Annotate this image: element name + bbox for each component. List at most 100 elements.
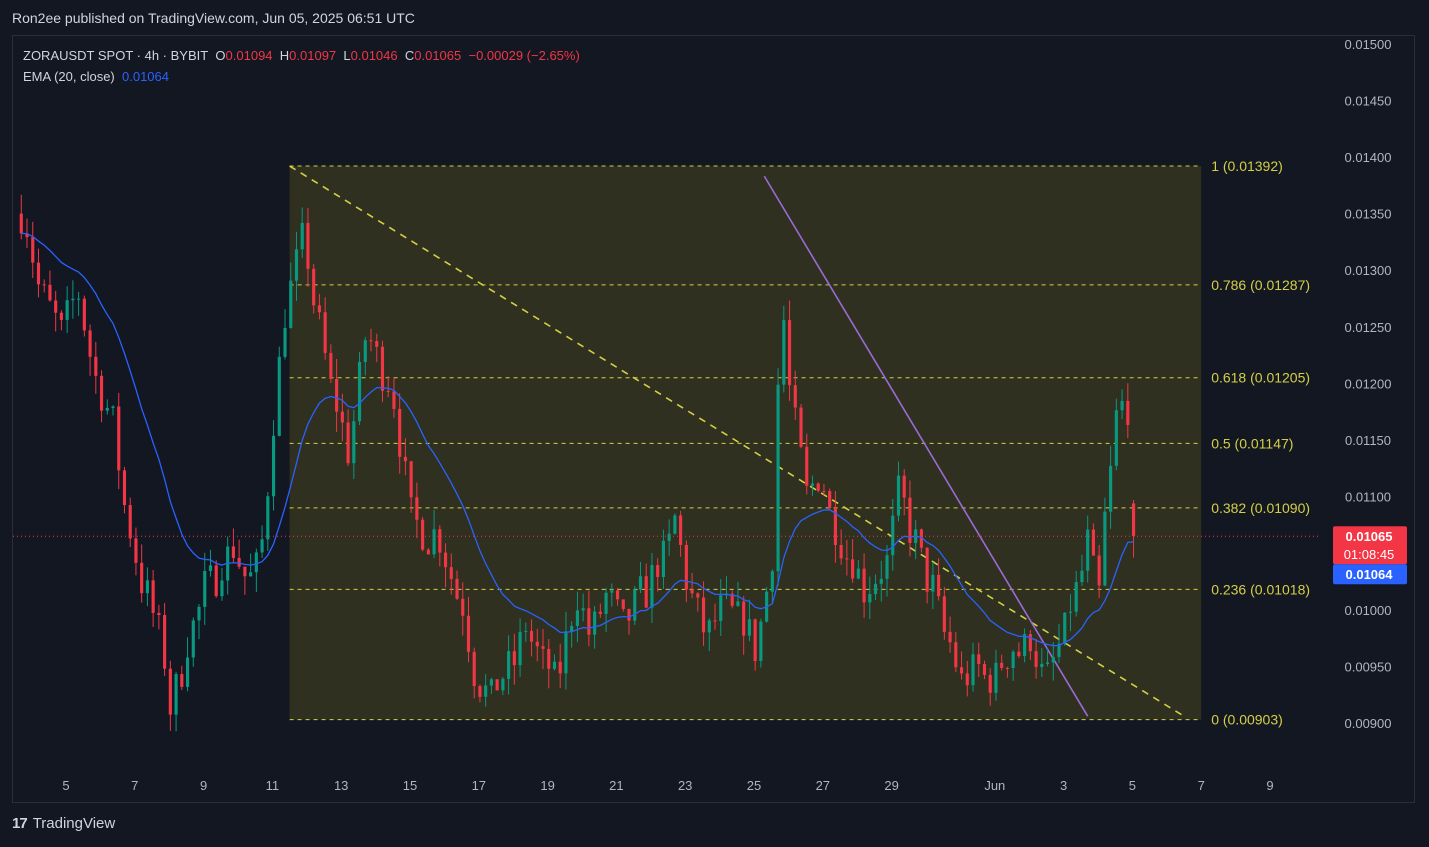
- candle-up: [931, 574, 935, 592]
- time-tick-label: 7: [131, 778, 138, 793]
- candle-down: [243, 566, 247, 577]
- ema-price-tag: [1333, 564, 1407, 585]
- candle-down: [1000, 662, 1004, 668]
- candle-up: [518, 631, 522, 666]
- candle-down: [598, 611, 602, 614]
- candle-down: [151, 580, 155, 613]
- time-tick-label: 9: [1266, 778, 1273, 793]
- candle-down: [1028, 634, 1032, 652]
- candle-up: [994, 662, 998, 693]
- candle-up: [489, 679, 493, 686]
- candle-up: [896, 475, 901, 516]
- candle-up: [357, 361, 362, 422]
- tradingview-brand[interactable]: 17 TradingView: [12, 815, 115, 832]
- candle-up: [65, 300, 69, 320]
- time-axis: 5 7 9 11 13 15 17 19 21 23 25 27 29 Jun 3 5 7 9: [62, 778, 1273, 793]
- candle-down: [919, 529, 923, 548]
- candle-up: [1080, 570, 1084, 583]
- candle-down: [587, 608, 591, 635]
- candle-down: [656, 564, 660, 577]
- candle-up: [633, 589, 637, 621]
- candle-down: [329, 352, 333, 380]
- low-label: L: [343, 48, 351, 63]
- high-value: 0.01097: [289, 48, 337, 63]
- candle-up: [1114, 410, 1118, 466]
- candle-up: [220, 580, 224, 597]
- fibonacci-level-label: 0.786 (0.01287): [1211, 277, 1310, 293]
- time-tick-label: 5: [62, 778, 69, 793]
- candle-down: [380, 346, 385, 391]
- candle-down: [19, 213, 23, 234]
- candle-up: [352, 421, 356, 464]
- ema-label[interactable]: EMA (20, close): [23, 69, 115, 84]
- candle-down: [335, 379, 339, 412]
- candle-down: [988, 674, 992, 693]
- candle-up: [1120, 400, 1124, 411]
- candle-down: [157, 612, 161, 616]
- ema-20-line: [21, 232, 1134, 647]
- candle-down: [937, 574, 941, 597]
- candle-down: [1005, 667, 1009, 669]
- last-price-tag: [1333, 526, 1407, 565]
- candle-down: [346, 422, 350, 464]
- candle-up: [971, 654, 975, 686]
- time-tick-label: 9: [200, 778, 207, 793]
- candle-up: [363, 340, 367, 362]
- candle-up: [185, 657, 190, 687]
- candle-up: [174, 674, 178, 715]
- candle-up: [770, 571, 774, 592]
- candle-up: [1057, 643, 1061, 657]
- candle-up: [1103, 511, 1107, 586]
- candle-down: [36, 262, 41, 285]
- candle-down: [547, 648, 551, 669]
- candle-up: [707, 620, 711, 633]
- change-value: −0.00029 (−2.65%): [468, 48, 580, 63]
- publisher-line: Ron2ee published on TradingView.com, Jun…: [12, 10, 415, 26]
- bar-countdown: 01:08:45: [1344, 547, 1395, 562]
- candle-down: [1091, 529, 1095, 556]
- candle-up: [191, 620, 195, 658]
- chart-frame[interactable]: [12, 35, 1415, 803]
- candle-up: [879, 578, 883, 584]
- candle-down: [323, 312, 327, 353]
- candle-down: [415, 497, 419, 520]
- price-tick-label: 0.01100: [1345, 490, 1391, 505]
- candles: [19, 194, 1136, 732]
- candle-down: [180, 674, 184, 687]
- candle-down: [94, 356, 98, 376]
- ohlc-row: ZORAUSDT SPOT · 4h · BYBIT O0.01094 H0.0…: [23, 45, 580, 66]
- candle-up: [1051, 656, 1055, 663]
- candle-down: [426, 549, 430, 555]
- price-tags: 0.01065 01:08:45 0.01064: [13, 526, 1407, 585]
- candle-down: [369, 340, 373, 342]
- price-tick-label: 0.01250: [1345, 320, 1392, 335]
- fibonacci-level-label: 0.236 (0.01018): [1211, 581, 1310, 597]
- candle-down: [340, 411, 344, 423]
- chart-legend: ZORAUSDT SPOT · 4h · BYBIT O0.01094 H0.0…: [23, 45, 580, 87]
- candle-down: [54, 300, 58, 313]
- candle-up: [524, 630, 528, 632]
- candle-down: [99, 375, 104, 411]
- time-tick-label: 27: [816, 778, 830, 793]
- candle-down: [942, 596, 946, 632]
- candle-down: [845, 558, 849, 560]
- candle-down: [409, 461, 413, 498]
- price-tick-label: 0.01500: [1345, 37, 1392, 52]
- candle-up: [552, 661, 557, 669]
- candle-up: [507, 651, 511, 679]
- candle-down: [466, 615, 471, 652]
- candle-up: [484, 685, 488, 697]
- candle-up: [638, 576, 643, 590]
- candle-down: [713, 620, 717, 622]
- candle-up: [289, 280, 293, 328]
- high-label: H: [279, 48, 290, 63]
- candle-up: [1023, 634, 1027, 657]
- symbol-label[interactable]: ZORAUSDT SPOT · 4h · BYBIT: [23, 48, 209, 63]
- candle-down: [828, 491, 832, 509]
- ema-price-value: 0.01064: [1346, 567, 1394, 582]
- ema-row: EMA (20, close) 0.01064: [23, 66, 580, 87]
- time-tick-label: 3: [1060, 778, 1067, 793]
- candle-down: [134, 538, 138, 563]
- candle-down: [954, 642, 958, 668]
